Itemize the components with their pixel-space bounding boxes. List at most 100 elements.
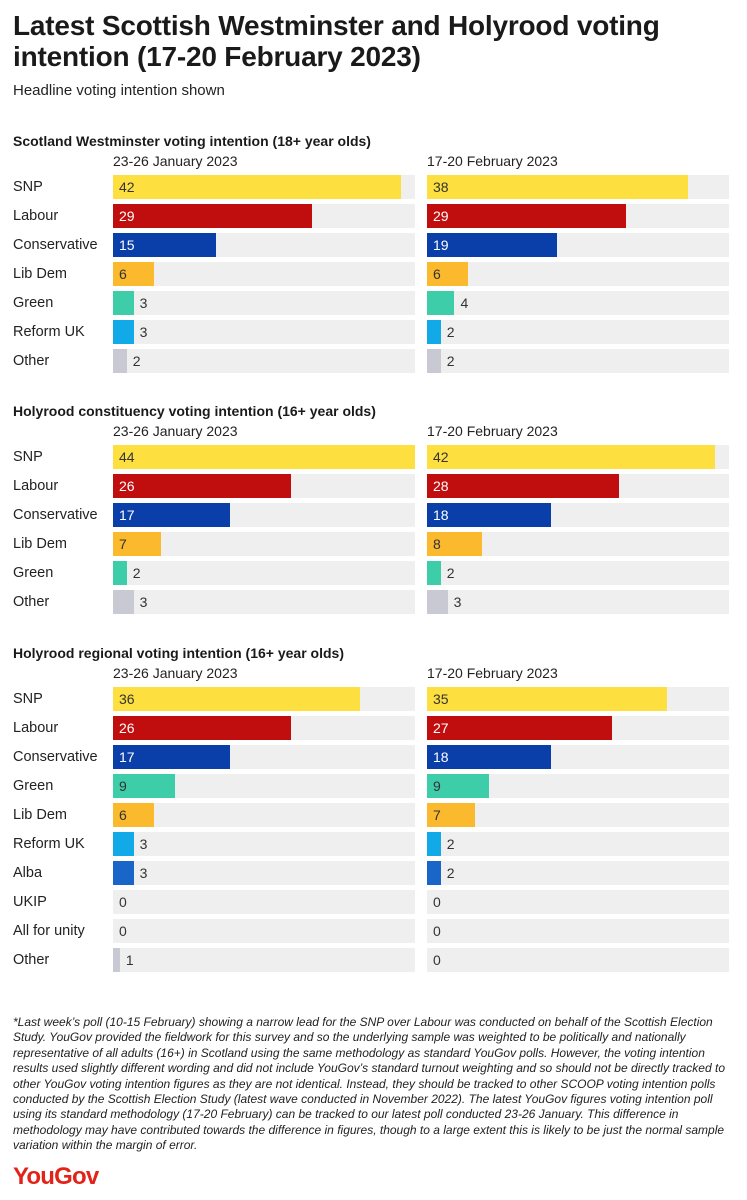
bar-snp: [113, 687, 361, 711]
bar-track: 2: [113, 561, 415, 585]
data-label: 7: [433, 807, 441, 823]
data-label: 0: [433, 894, 441, 910]
bar-track: 0: [113, 890, 415, 914]
bar-labour: [427, 474, 620, 498]
category-label: Reform UK: [13, 836, 85, 852]
bar-snp: [113, 445, 415, 469]
bar-track: 6: [113, 803, 415, 827]
bar-track: 3: [113, 861, 415, 885]
data-label: 42: [433, 449, 449, 465]
bar-reform-uk: [427, 832, 441, 856]
bar-lib-dem: [427, 532, 482, 556]
bar-track: 42: [427, 445, 729, 469]
bar-track: 44: [113, 445, 415, 469]
chart-title: Latest Scottish Westminster and Holyrood…: [13, 10, 660, 72]
data-label: 18: [433, 507, 449, 523]
bar-track: 2: [427, 861, 729, 885]
column-header: 17-20 February 2023: [427, 423, 558, 439]
data-label: 2: [132, 353, 141, 369]
bar-lib-dem: [113, 803, 155, 827]
data-label: 2: [446, 565, 455, 581]
bar-labour: [113, 474, 292, 498]
category-label: Green: [13, 295, 54, 311]
bar-track: 26: [113, 716, 415, 740]
bar-track: 6: [113, 262, 415, 286]
data-label: 2: [446, 865, 455, 881]
bar-track: 3: [113, 590, 415, 614]
bar-track: 42: [113, 175, 415, 199]
category-label: All for unity: [13, 923, 85, 939]
category-label: Reform UK: [13, 324, 85, 340]
yougov-logo: YouGov: [13, 1163, 99, 1190]
bar-track: 0: [427, 948, 729, 972]
data-label: 29: [119, 208, 135, 224]
section-title: Scotland Westminster voting intention (1…: [13, 133, 371, 149]
data-label: 7: [119, 536, 127, 552]
data-label: 4: [460, 295, 469, 311]
column-header: 23-26 January 2023: [113, 665, 238, 681]
bar-other: [113, 349, 127, 373]
bar-track: 18: [427, 503, 729, 527]
bar-track: 3: [427, 590, 729, 614]
bar-track: 29: [113, 204, 415, 228]
bar-green: [427, 774, 489, 798]
column-header: 17-20 February 2023: [427, 665, 558, 681]
bar-track: 2: [427, 561, 729, 585]
data-label: 36: [119, 691, 135, 707]
bar-track: 18: [427, 745, 729, 769]
bar-reform-uk: [113, 320, 134, 344]
bar-alba: [427, 861, 441, 885]
bar-track: 3: [113, 832, 415, 856]
bar-green: [113, 291, 134, 315]
bar-lib-dem: [427, 803, 476, 827]
bar-snp: [113, 175, 402, 199]
bar-track: 3: [113, 320, 415, 344]
bar-conservative: [427, 503, 551, 527]
bar-track: 38: [427, 175, 729, 199]
bar-track: 7: [427, 803, 729, 827]
bar-track: 19: [427, 233, 729, 257]
bar-other: [113, 948, 120, 972]
bar-track: 4: [427, 291, 729, 315]
category-label: UKIP: [13, 894, 47, 910]
bar-labour: [427, 716, 613, 740]
data-label: 3: [139, 295, 148, 311]
bar-conservative: [113, 503, 230, 527]
data-label: 9: [433, 778, 441, 794]
category-label: Green: [13, 565, 54, 581]
category-label: Other: [13, 952, 50, 968]
data-label: 2: [446, 836, 455, 852]
bar-track: 2: [113, 349, 415, 373]
data-label: 35: [433, 691, 449, 707]
data-label: 28: [433, 478, 449, 494]
data-label: 18: [433, 749, 449, 765]
bar-green: [427, 291, 455, 315]
bar-track: 28: [427, 474, 729, 498]
bar-track: 26: [113, 474, 415, 498]
chart-subtitle: Headline voting intention shown: [13, 82, 225, 99]
data-label: 17: [119, 507, 135, 523]
data-label: 15: [119, 237, 135, 253]
category-label: Labour: [13, 208, 59, 224]
bar-labour: [427, 204, 627, 228]
data-label: 2: [446, 324, 455, 340]
category-label: Conservative: [13, 749, 98, 765]
category-label: SNP: [13, 691, 43, 707]
data-label: 3: [139, 836, 148, 852]
data-label: 2: [446, 353, 455, 369]
data-label: 9: [119, 778, 127, 794]
bar-track: 17: [113, 745, 415, 769]
data-label: 0: [433, 952, 441, 968]
category-label: Conservative: [13, 507, 98, 523]
bar-reform-uk: [427, 320, 441, 344]
bar-track: 2: [427, 320, 729, 344]
bar-snp: [427, 175, 688, 199]
data-label: 6: [119, 807, 127, 823]
bar-track: 2: [427, 349, 729, 373]
bar-snp: [427, 445, 716, 469]
bar-track: 27: [427, 716, 729, 740]
bar-green: [113, 774, 175, 798]
category-label: Lib Dem: [13, 266, 67, 282]
bar-track: 29: [427, 204, 729, 228]
category-label: Alba: [13, 865, 43, 881]
